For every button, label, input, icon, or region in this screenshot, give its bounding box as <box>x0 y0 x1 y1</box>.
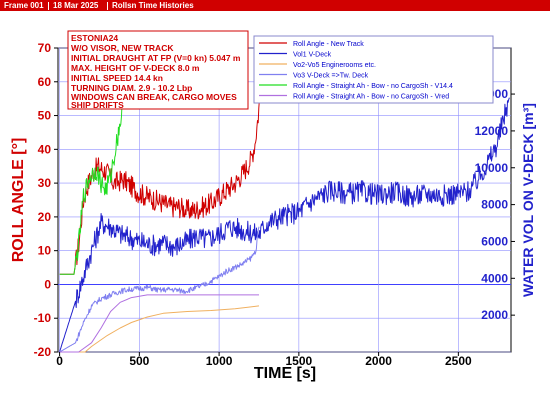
info-line: SHIP DRIFTS <box>71 100 124 110</box>
series-line <box>59 305 260 353</box>
series-line <box>59 226 260 353</box>
y2-tick-label: 12000 <box>475 124 509 138</box>
info-line: INITIAL DRAUGHT AT FP (V=0 kn) 5.047 m <box>71 53 241 63</box>
legend-label: Roll Angle - Straight Ah - Bow - no Carg… <box>293 83 453 90</box>
y-axis-title: ROLL ANGLE [°] <box>10 138 27 263</box>
legend: Roll Angle - New Track Vol1 V-Deck Vo2-Vo5… <box>259 41 453 101</box>
series-line <box>59 97 510 352</box>
info-line: TURNING DIAM. 2.9 - 10.2 Lbp <box>71 83 192 93</box>
y2-tick-label: 2000 <box>481 308 508 322</box>
legend-label: Roll Angle - Straight Ah - Bow - no Carg… <box>293 94 449 101</box>
info-line: INITIAL SPEED 14.4 kn <box>71 73 163 83</box>
title-separator <box>107 2 108 10</box>
y2-axis-title: WATER VOL ON V-DECK [m³] <box>520 103 536 297</box>
x-tick-label: 500 <box>129 354 149 368</box>
y2-tick-label: 10000 <box>475 161 509 175</box>
y-tick-label: 50 <box>38 109 52 123</box>
y-tick-label: 0 <box>44 277 51 291</box>
window-title: Rollsn Time Histories <box>112 1 194 10</box>
y-tick-label: 10 <box>38 244 52 258</box>
legend-label: Roll Angle - New Track <box>293 41 364 48</box>
x-tick-label: 1000 <box>206 354 233 368</box>
y-tick-label: 20 <box>38 210 52 224</box>
y2-tick-label: 6000 <box>481 234 508 248</box>
date-label: 18 Mar 2025 <box>53 1 99 10</box>
legend-label: Vo2-Vo5 Enginerooms etc. <box>293 62 376 69</box>
frame-label: Frame 001 <box>4 1 44 10</box>
info-box <box>67 30 249 110</box>
x-tick-label: 1500 <box>286 354 313 368</box>
series-line <box>59 81 127 275</box>
title-separator <box>48 2 49 10</box>
x-tick-label: 2000 <box>365 354 392 368</box>
info-line: W/O VISOR, NEW TRACK <box>71 43 174 53</box>
y2-tick-label: 4000 <box>481 271 508 285</box>
x-axis-title: TIME [s] <box>254 365 316 382</box>
info-line: MAX. HEIGHT OF V-DECK 8.0 m <box>71 63 200 73</box>
legend-label: Vo3 V-Deck =>Tw. Deck <box>293 73 369 80</box>
title-bar: Frame 001 18 Mar 2025 Rollsn Time Histor… <box>0 0 550 11</box>
info-line: WINDOWS CAN BREAK, CARGO MOVES <box>71 92 237 102</box>
x-tick-label: 2500 <box>445 354 472 368</box>
x-tick-label: 0 <box>56 354 63 368</box>
y2-tick-label: 8000 <box>481 198 508 212</box>
y-tick-label: 60 <box>38 75 52 89</box>
y-tick-label: 70 <box>38 41 52 55</box>
series-layer <box>59 54 510 353</box>
y-tick-label: -10 <box>34 311 52 325</box>
info-line: ESTONIA24 <box>71 33 118 43</box>
y-tick-label: 40 <box>38 142 52 156</box>
legend-box <box>253 35 494 104</box>
y-tick-label: -20 <box>34 345 52 359</box>
chart-canvas: -20 -10 0 10 20 30 40 50 60 70 2000 4000 6000 8000 100… <box>10 30 536 382</box>
y-tick-label: 30 <box>38 176 52 190</box>
series-line <box>59 294 259 353</box>
legend-label: Vol1 V-Deck <box>293 52 332 59</box>
